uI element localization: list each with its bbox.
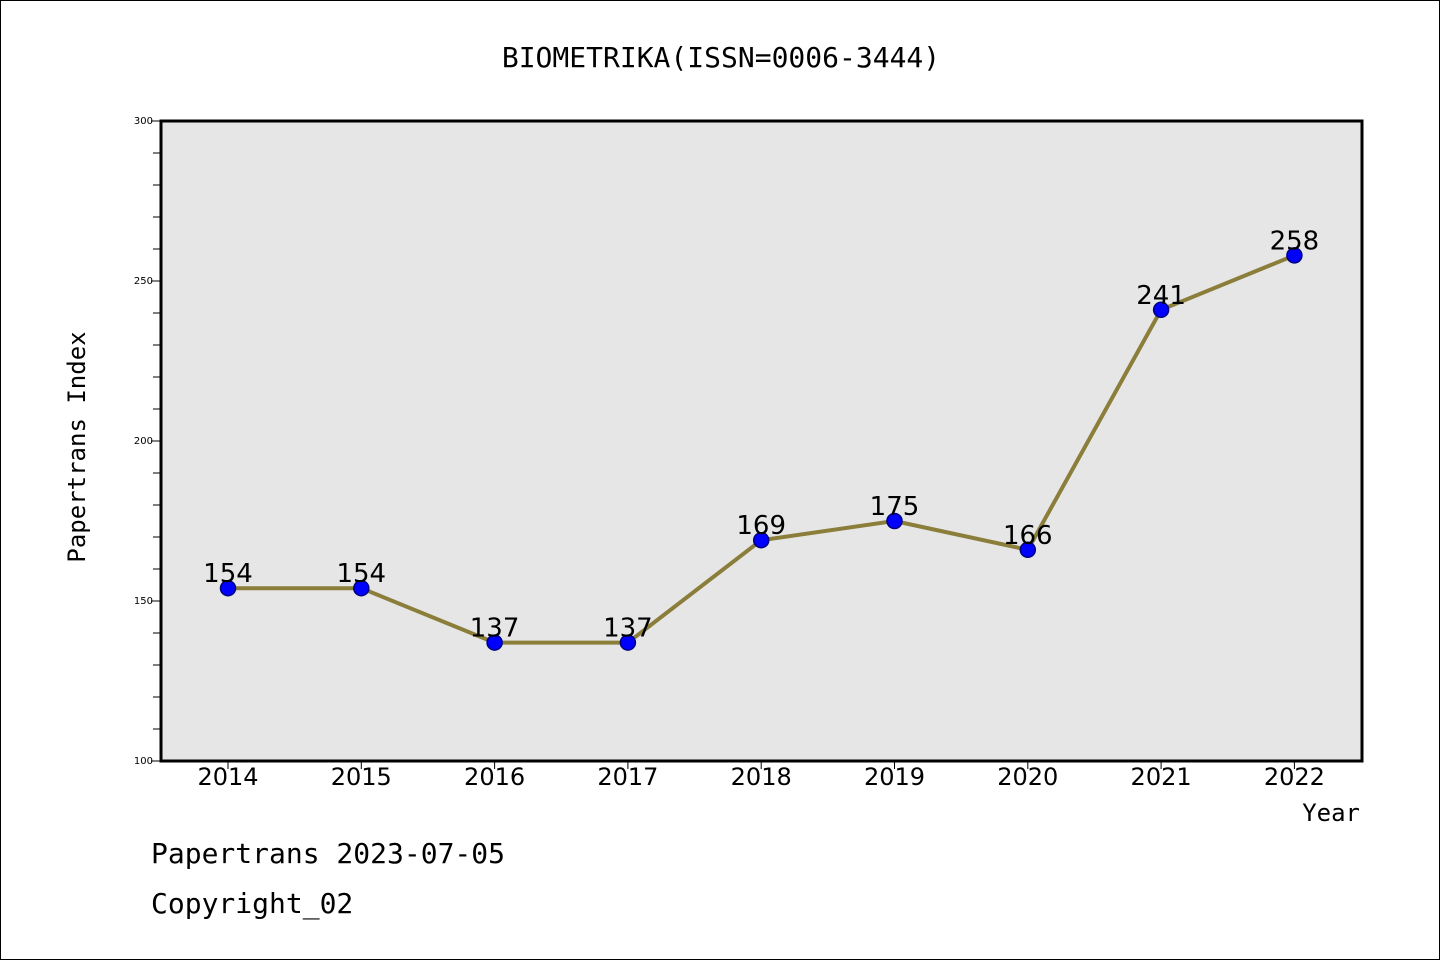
data-label: 154 [203, 559, 253, 589]
data-point [1286, 247, 1303, 264]
x-tick-label: 2015 [331, 763, 392, 791]
footer-date: Papertrans 2023-07-05 [151, 837, 506, 870]
x-tick-label: 2018 [731, 763, 792, 791]
x-axis-ticks: 2014 2015 2016 2017 2018 2019 2020 2021 2022 [197, 761, 1325, 791]
y-tick-label: 300 [134, 116, 153, 127]
data-point [752, 531, 770, 549]
plot-area [161, 121, 1362, 761]
data-point [353, 579, 370, 597]
data-label: 154 [336, 559, 386, 589]
data-label: 175 [870, 492, 920, 522]
data-point [886, 512, 903, 530]
x-tick-label: 2016 [464, 763, 525, 791]
data-labels: 154 154 137 137 169 175 166 241 258 [203, 226, 1319, 643]
data-label: 241 [1136, 281, 1186, 311]
footer-copyright: Copyright_02 [151, 887, 354, 920]
data-label: 137 [603, 614, 653, 644]
chart-title: BIOMETRIKA(ISSN=0006-3444) [502, 41, 940, 74]
y-axis-label: Papertrans Index [63, 331, 91, 562]
x-tick-label: 2019 [864, 763, 925, 791]
y-tick-label: 100 [134, 756, 153, 767]
data-label: 258 [1270, 226, 1320, 256]
data-point [219, 579, 237, 597]
x-tick-label: 2014 [197, 763, 258, 791]
plot-border [159, 119, 1364, 763]
x-tick-label: 2022 [1264, 763, 1325, 791]
data-point [486, 634, 503, 651]
data-label: 166 [1003, 521, 1053, 551]
data-point [1019, 541, 1037, 559]
y-tick-label: 250 [134, 276, 153, 287]
data-label: 137 [470, 614, 520, 644]
x-tick-label: 2021 [1131, 763, 1192, 791]
x-tick-label: 2017 [597, 763, 658, 791]
y-tick-label: 200 [134, 436, 153, 447]
x-tick-label: 2020 [997, 763, 1058, 791]
x-axis-label: Year [1302, 799, 1360, 827]
y-major-ticks: 100 150 200 250 300 [134, 116, 161, 767]
y-tick-label: 150 [134, 596, 153, 607]
data-point [1152, 301, 1170, 319]
data-label: 169 [736, 511, 786, 541]
series-markers [219, 247, 1303, 651]
data-point [619, 634, 637, 651]
